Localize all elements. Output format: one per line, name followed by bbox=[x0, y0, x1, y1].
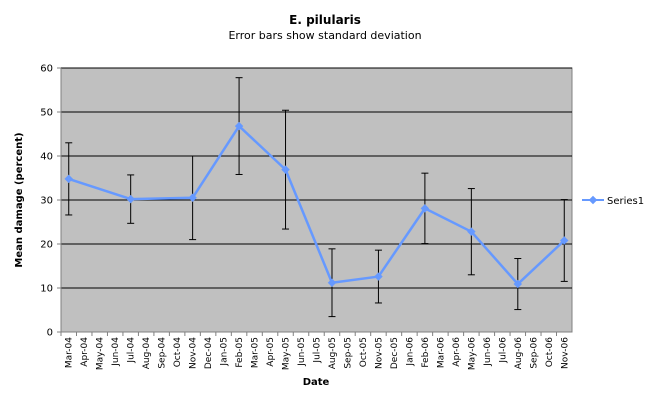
x-tick-label-Apr-05: Apr-05 bbox=[266, 337, 276, 367]
x-tick-label-Oct-05: Oct-05 bbox=[359, 337, 369, 367]
legend-label-series1: Series1 bbox=[607, 196, 644, 207]
x-tick-label-May-06: May-06 bbox=[467, 337, 477, 370]
y-tick-label-50: 50 bbox=[40, 108, 53, 119]
x-tick-label-Sep-04: Sep-04 bbox=[158, 337, 168, 369]
data-point-Nov-05 bbox=[374, 272, 383, 281]
x-tick-label-Jun-06: Jun-06 bbox=[483, 337, 493, 367]
y-axis-title: Mean damage (percent) bbox=[14, 132, 25, 267]
x-tick-label-Mar-06: Mar-06 bbox=[436, 337, 446, 368]
y-tick-label-0: 0 bbox=[47, 328, 53, 339]
x-tick-label-Sep-06: Sep-06 bbox=[529, 337, 539, 369]
x-tick-label-Oct-06: Oct-06 bbox=[545, 337, 555, 368]
x-tick-label-Jul-05: Jul-05 bbox=[313, 337, 323, 364]
x-tick-label-Feb-05: Feb-05 bbox=[235, 337, 245, 368]
y-tick-label-60: 60 bbox=[40, 64, 53, 75]
x-tick-label-Dec-05: Dec-05 bbox=[390, 337, 400, 369]
legend-marker bbox=[588, 195, 598, 205]
y-tick-label-20: 20 bbox=[40, 240, 53, 251]
x-tick-label-Mar-04: Mar-04 bbox=[65, 337, 75, 368]
x-tick-label-Apr-06: Apr-06 bbox=[452, 337, 462, 367]
data-point-Jul-04 bbox=[126, 194, 135, 204]
x-tick-label-Jul-04: Jul-04 bbox=[127, 337, 137, 364]
y-tick-label-10: 10 bbox=[40, 284, 53, 295]
data-point-Aug-06 bbox=[513, 279, 523, 289]
data-point-May-06 bbox=[467, 227, 476, 236]
x-axis-title: Date bbox=[303, 377, 330, 388]
x-tick-label-Feb-06: Feb-06 bbox=[421, 337, 431, 368]
data-point-Aug-05 bbox=[327, 278, 337, 287]
data-point-Feb-06 bbox=[420, 204, 430, 213]
x-tick-label-Jan-06: Jan-06 bbox=[405, 337, 415, 367]
x-tick-label-Dec-04: Dec-04 bbox=[204, 337, 214, 369]
x-tick-label-Mar-05: Mar-05 bbox=[251, 337, 261, 368]
x-tick-label-Apr-04: Apr-04 bbox=[80, 337, 90, 367]
x-tick-label-Oct-04: Oct-04 bbox=[173, 337, 183, 368]
x-tick-label-May-05: May-05 bbox=[282, 337, 292, 370]
y-tick-label-40: 40 bbox=[40, 152, 53, 163]
x-tick-label-Aug-06: Aug-06 bbox=[514, 337, 524, 370]
x-tick-label-Aug-04: Aug-04 bbox=[142, 337, 152, 370]
data-point-Feb-05 bbox=[234, 121, 244, 131]
data-point-Mar-04 bbox=[64, 174, 73, 184]
legend: Series1 bbox=[582, 195, 644, 207]
x-tick-label-Nov-06: Nov-06 bbox=[560, 337, 570, 369]
series-1 bbox=[64, 121, 569, 289]
y-axis-tick-labels: 0 10 20 30 40 50 60 bbox=[40, 64, 53, 339]
x-tick-label-Sep-05: Sep-05 bbox=[343, 337, 353, 369]
x-tick-label-Aug-05: Aug-05 bbox=[328, 337, 338, 369]
x-axis-tick-labels: Mar-04 Apr-04 May-04 Jun-04 Jul-04 Aug-04 Sep-… bbox=[65, 337, 571, 370]
x-tick-label-Nov-05: Nov-05 bbox=[374, 337, 384, 369]
x-tick-label-Jun-05: Jun-05 bbox=[297, 337, 307, 367]
x-tick-label-Jun-04: Jun-04 bbox=[111, 337, 121, 367]
y-tick-label-30: 30 bbox=[40, 196, 53, 207]
axes bbox=[57, 67, 572, 336]
chart-subtitle: Error bars show standard deviation bbox=[228, 29, 421, 42]
x-tick-label-Nov-04: Nov-04 bbox=[189, 337, 199, 369]
data-point-May-05 bbox=[281, 165, 290, 174]
data-point-Nov-04 bbox=[188, 193, 197, 203]
x-tick-label-May-04: May-04 bbox=[96, 337, 106, 370]
x-tick-label-Jul-06: Jul-06 bbox=[498, 337, 508, 364]
chart-title: E. pilularis bbox=[289, 13, 361, 27]
x-tick-label-Jan-05: Jan-05 bbox=[220, 337, 230, 367]
